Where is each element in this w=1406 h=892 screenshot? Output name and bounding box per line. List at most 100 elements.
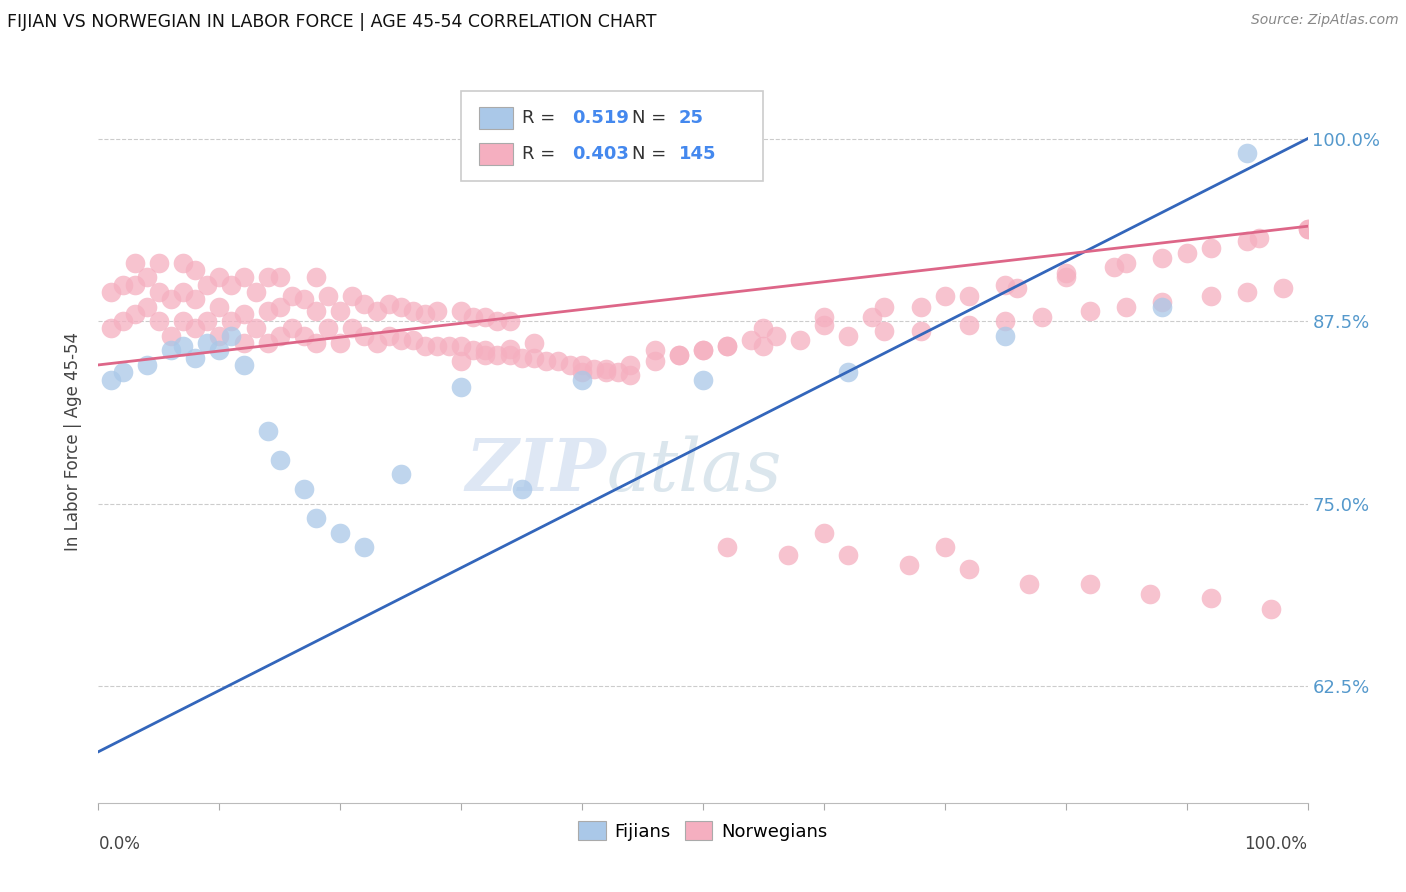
Point	[269, 300, 291, 314]
Text: ZIP: ZIP	[465, 435, 606, 506]
Point	[1199, 289, 1222, 303]
Point	[607, 365, 630, 379]
Text: 145: 145	[679, 145, 716, 163]
Point	[1078, 577, 1101, 591]
Point	[148, 256, 170, 270]
Point	[184, 292, 207, 306]
Point	[1296, 222, 1319, 236]
Point	[668, 348, 690, 362]
Point	[160, 292, 183, 306]
Point	[534, 353, 557, 368]
Text: R =: R =	[522, 145, 561, 163]
Point	[305, 270, 328, 285]
Point	[269, 328, 291, 343]
Text: Source: ZipAtlas.com: Source: ZipAtlas.com	[1251, 13, 1399, 28]
Point	[692, 343, 714, 358]
Point	[1152, 252, 1174, 266]
Point	[100, 285, 122, 299]
Point	[100, 372, 122, 386]
Point	[1199, 241, 1222, 255]
Point	[486, 314, 509, 328]
Point	[305, 336, 328, 351]
Point	[910, 300, 932, 314]
Point	[583, 362, 606, 376]
Point	[1031, 310, 1053, 324]
Point	[437, 339, 460, 353]
Point	[571, 365, 593, 379]
Point	[994, 314, 1017, 328]
Text: atlas: atlas	[606, 435, 782, 506]
Point	[644, 353, 666, 368]
Point	[644, 343, 666, 358]
Point	[1018, 577, 1040, 591]
Point	[281, 321, 304, 335]
Point	[160, 328, 183, 343]
Point	[994, 328, 1017, 343]
Point	[692, 343, 714, 358]
Point	[281, 289, 304, 303]
Text: 0.0%: 0.0%	[98, 835, 141, 854]
Point	[124, 307, 146, 321]
Point	[619, 358, 641, 372]
Point	[269, 270, 291, 285]
Point	[256, 424, 278, 438]
Point	[329, 336, 352, 351]
Point	[111, 277, 134, 292]
Text: 0.403: 0.403	[572, 145, 630, 163]
Point	[245, 321, 267, 335]
Point	[135, 358, 157, 372]
Point	[1260, 601, 1282, 615]
Point	[837, 365, 859, 379]
Point	[195, 314, 218, 328]
Point	[1078, 304, 1101, 318]
Point	[184, 263, 207, 277]
Point	[353, 296, 375, 310]
Point	[450, 304, 472, 318]
Y-axis label: In Labor Force | Age 45-54: In Labor Force | Age 45-54	[65, 332, 83, 551]
Point	[873, 324, 896, 338]
Point	[571, 372, 593, 386]
Point	[413, 339, 436, 353]
Point	[329, 304, 352, 318]
Point	[100, 321, 122, 335]
Point	[366, 336, 388, 351]
Point	[510, 482, 533, 496]
Point	[148, 285, 170, 299]
Point	[316, 289, 339, 303]
Point	[377, 296, 399, 310]
Point	[232, 307, 254, 321]
Point	[523, 336, 546, 351]
Point	[148, 314, 170, 328]
Point	[1152, 295, 1174, 310]
Point	[184, 321, 207, 335]
Point	[256, 336, 278, 351]
Point	[342, 289, 364, 303]
Point	[837, 548, 859, 562]
Point	[523, 351, 546, 365]
Point	[510, 351, 533, 365]
Point	[195, 336, 218, 351]
Point	[450, 380, 472, 394]
Point	[498, 348, 520, 362]
Point	[135, 270, 157, 285]
Point	[366, 304, 388, 318]
FancyBboxPatch shape	[461, 91, 763, 181]
Point	[1054, 266, 1077, 280]
Point	[957, 289, 980, 303]
Point	[292, 482, 315, 496]
Point	[342, 321, 364, 335]
Point	[389, 467, 412, 482]
Point	[245, 285, 267, 299]
Point	[474, 343, 496, 358]
Point	[752, 339, 775, 353]
Point	[740, 333, 762, 347]
Point	[221, 277, 243, 292]
Legend: Fijians, Norwegians: Fijians, Norwegians	[571, 814, 835, 848]
Point	[1236, 146, 1258, 161]
Point	[195, 277, 218, 292]
Point	[353, 328, 375, 343]
Point	[934, 541, 956, 555]
Point	[1296, 222, 1319, 236]
Point	[172, 339, 194, 353]
Point	[813, 318, 835, 333]
